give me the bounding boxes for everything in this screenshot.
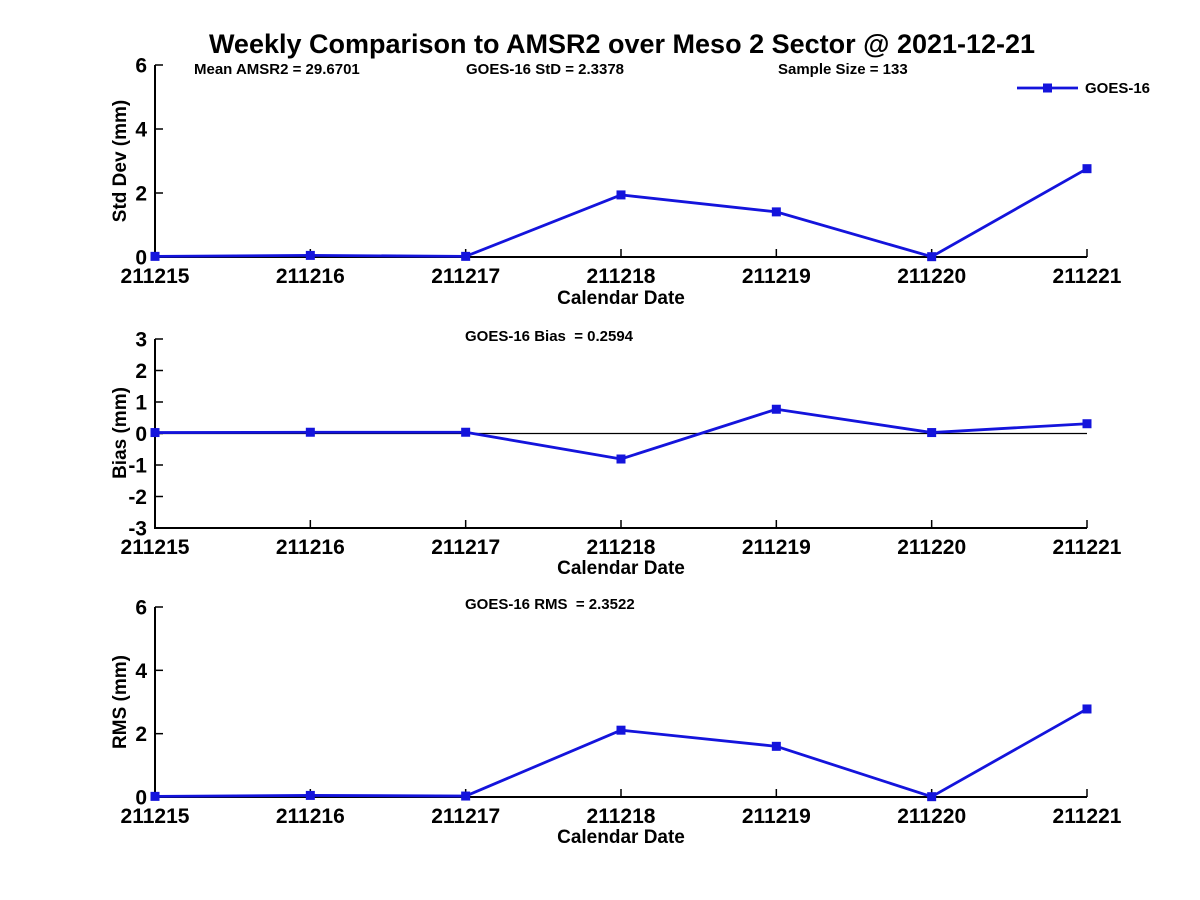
x-tick-label: 211218	[587, 536, 656, 559]
y-tick-label: 0	[135, 423, 147, 446]
y-tick-label: 4	[135, 660, 147, 683]
series-marker	[150, 428, 160, 438]
series-marker	[771, 741, 781, 751]
y-tick-label: 3	[135, 329, 147, 352]
x-tick-label: 211218	[587, 805, 656, 828]
y-tick-label: 0	[135, 247, 147, 270]
axis-frame	[154, 607, 1087, 798]
x-tick-label: 211217	[431, 536, 500, 559]
x-tick-label: 211217	[431, 805, 500, 828]
series-marker	[305, 790, 315, 800]
x-tick-label: 211216	[276, 265, 345, 288]
x-tick-label: 211215	[121, 265, 190, 288]
series-marker	[1082, 419, 1092, 429]
annotation-mean-amsr2: Mean AMSR2 = 29.6701	[194, 61, 360, 78]
figure-title: Weekly Comparison to AMSR2 over Meso 2 S…	[208, 29, 1036, 59]
x-tick-label: 211216	[276, 805, 345, 828]
x-tick-label: 211220	[897, 805, 966, 828]
series-marker	[461, 791, 471, 801]
y-tick-label: -1	[128, 455, 147, 478]
series-line	[154, 707, 1088, 799]
x-axis-title-top: Calendar Date	[557, 288, 685, 309]
y-tick-label: 2	[135, 183, 147, 206]
series-marker	[150, 251, 160, 261]
series-marker	[771, 404, 781, 414]
series-marker	[927, 792, 937, 802]
series-marker	[927, 428, 937, 438]
series-marker	[461, 251, 471, 261]
x-tick-label: 211220	[897, 265, 966, 288]
x-tick-label: 211217	[431, 265, 500, 288]
series-line	[154, 407, 1088, 461]
legend-label: GOES-16	[1085, 80, 1151, 97]
series-marker	[616, 454, 626, 464]
x-axis-title-bottom: Calendar Date	[557, 827, 685, 848]
series-marker	[461, 427, 471, 437]
annotation-goes16-std: GOES-16 StD = 2.3378	[466, 61, 624, 78]
x-tick-label: 211219	[742, 265, 811, 288]
annotation-goes16-bias: GOES-16 Bias = 0.2594	[465, 328, 634, 345]
x-axis-title-middle: Calendar Date	[557, 558, 685, 579]
series-marker	[1082, 704, 1092, 714]
x-tick-label: 211220	[897, 536, 966, 559]
legend-marker	[1043, 83, 1052, 93]
y-tick-label: 2	[135, 723, 147, 746]
x-tick-label: 211219	[742, 536, 811, 559]
x-tick-label: 211216	[276, 536, 345, 559]
series-marker	[616, 725, 626, 735]
y-tick-label: 1	[135, 392, 147, 415]
x-tick-label: 211215	[121, 536, 190, 559]
x-tick-label: 211221	[1053, 536, 1122, 559]
series-marker	[305, 427, 315, 437]
x-tick-label: 211215	[121, 805, 190, 828]
series-marker	[1082, 164, 1092, 174]
series-marker	[616, 190, 626, 200]
series-marker	[305, 250, 315, 260]
axis-frame	[154, 65, 1087, 258]
annotation-goes16-rms: GOES-16 RMS = 2.3522	[465, 596, 635, 613]
y-tick-label: 6	[135, 597, 147, 620]
series-marker	[927, 252, 937, 262]
x-tick-label: 211219	[742, 805, 811, 828]
series-marker	[771, 207, 781, 217]
y-tick-label: 6	[135, 55, 147, 78]
y-tick-label: -3	[128, 518, 147, 541]
y-tick-label: 2	[135, 360, 147, 383]
series-line	[154, 167, 1088, 259]
annotation-sample-size: Sample Size = 133	[778, 61, 908, 78]
y-tick-label: 4	[135, 119, 147, 142]
x-tick-label: 211221	[1053, 805, 1122, 828]
y-tick-label: -2	[128, 486, 147, 509]
series-marker	[150, 791, 160, 801]
x-tick-label: 211218	[587, 265, 656, 288]
y-tick-label: 0	[135, 787, 147, 810]
x-tick-label: 211221	[1053, 265, 1122, 288]
